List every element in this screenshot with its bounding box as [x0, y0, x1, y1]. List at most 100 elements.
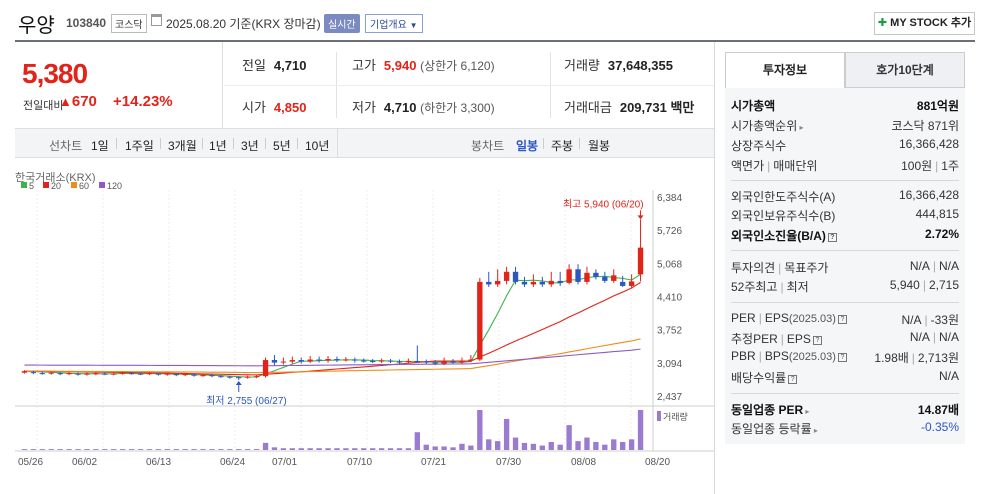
- candle: [352, 357, 358, 363]
- foreign-ratio-value: 2.72%: [924, 227, 959, 241]
- volume-bar: [361, 448, 367, 450]
- volume-bar: [128, 449, 135, 450]
- volume-bar: [111, 449, 117, 450]
- trade-unit-value: 1주: [941, 159, 959, 173]
- candle: [200, 374, 206, 377]
- volume-bar: [548, 442, 554, 450]
- dividend-value: N/A: [938, 369, 959, 383]
- candle: [557, 271, 563, 286]
- tab-separator: [116, 138, 117, 149]
- volume-bar: [334, 448, 340, 450]
- y-tick-label: 4,410: [657, 293, 682, 304]
- chevron-down-icon: ▼: [409, 21, 418, 30]
- company-overview-label: 기업개요: [370, 20, 407, 31]
- ma-line-20: [24, 281, 641, 376]
- tab-candle-chart[interactable]: 봉차트: [471, 139, 505, 153]
- candle: [628, 274, 635, 288]
- volume-bar: [405, 448, 412, 450]
- volume-bar: [280, 448, 287, 450]
- candle: [396, 359, 403, 364]
- row-opinion-target: 투자의견 | 목표주가 N/A | N/A: [731, 259, 959, 275]
- volume-bar: [84, 449, 90, 450]
- volume-bar: [253, 449, 260, 450]
- mystock-add-button[interactable]: ✚ MY STOCK 추가: [874, 12, 975, 35]
- candle: [209, 374, 215, 378]
- candle: [57, 372, 63, 376]
- legend-swatch: [21, 182, 27, 188]
- volume-bar: [584, 437, 590, 450]
- pbr-label: PBR: [731, 349, 756, 363]
- per-value: N/A: [901, 313, 922, 327]
- candle: [584, 266, 590, 285]
- tab-daily[interactable]: 일봉: [516, 139, 539, 153]
- row-foreign-hold: 외국인보유주식수(B) 444,815: [731, 207, 959, 225]
- tab-3year[interactable]: 3년: [241, 139, 259, 153]
- row-listed-shares: 상장주식수 16,366,428: [731, 137, 959, 155]
- legend-label: 20: [51, 181, 61, 191]
- foreign-hold-value: 444,815: [915, 207, 959, 221]
- help-icon[interactable]: ?: [788, 375, 798, 384]
- tab-weekly[interactable]: 주봉: [551, 139, 574, 153]
- est-eps-value: N/A: [938, 330, 959, 344]
- stat-amount-unit: 백만: [670, 100, 695, 115]
- help-icon[interactable]: ?: [812, 336, 822, 345]
- candle: [93, 372, 99, 376]
- tab-line-chart[interactable]: 선차트: [49, 139, 83, 153]
- est-per-label: 추정PER: [731, 332, 778, 346]
- tab-invest-info[interactable]: 투자정보: [725, 52, 845, 88]
- volume-bar: [182, 449, 188, 450]
- row-par-unit: 액면가 | 매매단위 100원 | 1주: [731, 159, 959, 173]
- est-eps-label: EPS: [786, 332, 811, 346]
- row-industry-per[interactable]: 동일업종 PER ▸ 14.87배: [731, 401, 959, 419]
- candle: [539, 276, 545, 287]
- help-icon[interactable]: ?: [837, 353, 847, 362]
- price-change: ▲670: [59, 93, 97, 110]
- candle: [191, 373, 197, 377]
- realtime-button[interactable]: 실시간: [324, 14, 360, 33]
- tab-3month[interactable]: 3개월: [168, 139, 197, 153]
- tab-orderbook-10[interactable]: 호가10단계: [845, 52, 965, 88]
- tab-1week[interactable]: 1주일: [125, 139, 154, 153]
- eps-label: EPS: [764, 311, 789, 325]
- candle: [253, 375, 260, 379]
- change-label: 전일대비: [23, 100, 64, 112]
- volume-bar: [39, 449, 45, 450]
- row-52week: 52주최고 | 최저 5,940 | 2,715: [731, 278, 959, 294]
- 52week-low-value: 2,715: [928, 278, 959, 292]
- candlestick-chart[interactable]: 한국거래소(KRX) 5 20 60 120 최고 5,940 (06/20) 최저 2…: [15, 160, 714, 494]
- tab-1year[interactable]: 1년: [209, 139, 227, 153]
- stat-lower-limit: (하한가 3,300): [420, 101, 495, 115]
- up-triangle-icon: ▲: [59, 94, 72, 109]
- dividend-label: 배당수익률: [731, 371, 787, 385]
- candle: [325, 356, 331, 363]
- tab-separator: [160, 138, 161, 149]
- opinion-value: N/A: [909, 259, 930, 273]
- stat-open-label: 시가: [242, 100, 266, 115]
- row-market-cap-rank[interactable]: 시가총액순위 ▸ 코스닥 871위: [731, 117, 959, 135]
- row-industry-change[interactable]: 동일업종 등락률 ▸ -0.35%: [731, 420, 959, 438]
- high-arrow-head: [637, 215, 644, 220]
- tab-5year[interactable]: 5년: [273, 139, 291, 153]
- help-icon[interactable]: ?: [827, 233, 837, 242]
- legend-swatch: [43, 182, 49, 188]
- candle: [387, 359, 394, 364]
- stock-header: 우양 103840 코스닥 2025.08.20 기준(KRX 장마감) 실시간…: [0, 0, 1004, 42]
- tab-1day[interactable]: 1일: [91, 139, 109, 153]
- help-icon[interactable]: ?: [837, 315, 847, 324]
- company-overview-dropdown[interactable]: 기업개요 ▼: [365, 14, 423, 33]
- candle: [120, 371, 126, 375]
- volume-bar: [512, 437, 519, 450]
- est-per-value: N/A: [909, 330, 930, 344]
- candle: [495, 269, 501, 287]
- price-stats: 전일 4,710 고가 5,940 (상한가 6,120) 거래량 37,648,35…: [224, 42, 714, 128]
- legend-label: 120: [107, 181, 122, 191]
- tab-separator: [579, 138, 580, 149]
- stat-prev-label: 전일: [242, 58, 266, 73]
- volume-bar: [459, 443, 465, 450]
- row-market-cap: 시가총액 881억원: [731, 97, 959, 115]
- tab-10year[interactable]: 10년: [305, 139, 330, 153]
- volume-bar: [343, 448, 349, 450]
- volume-bar: [93, 449, 99, 450]
- volume-bar: [387, 448, 394, 450]
- tab-monthly[interactable]: 월봉: [588, 139, 611, 153]
